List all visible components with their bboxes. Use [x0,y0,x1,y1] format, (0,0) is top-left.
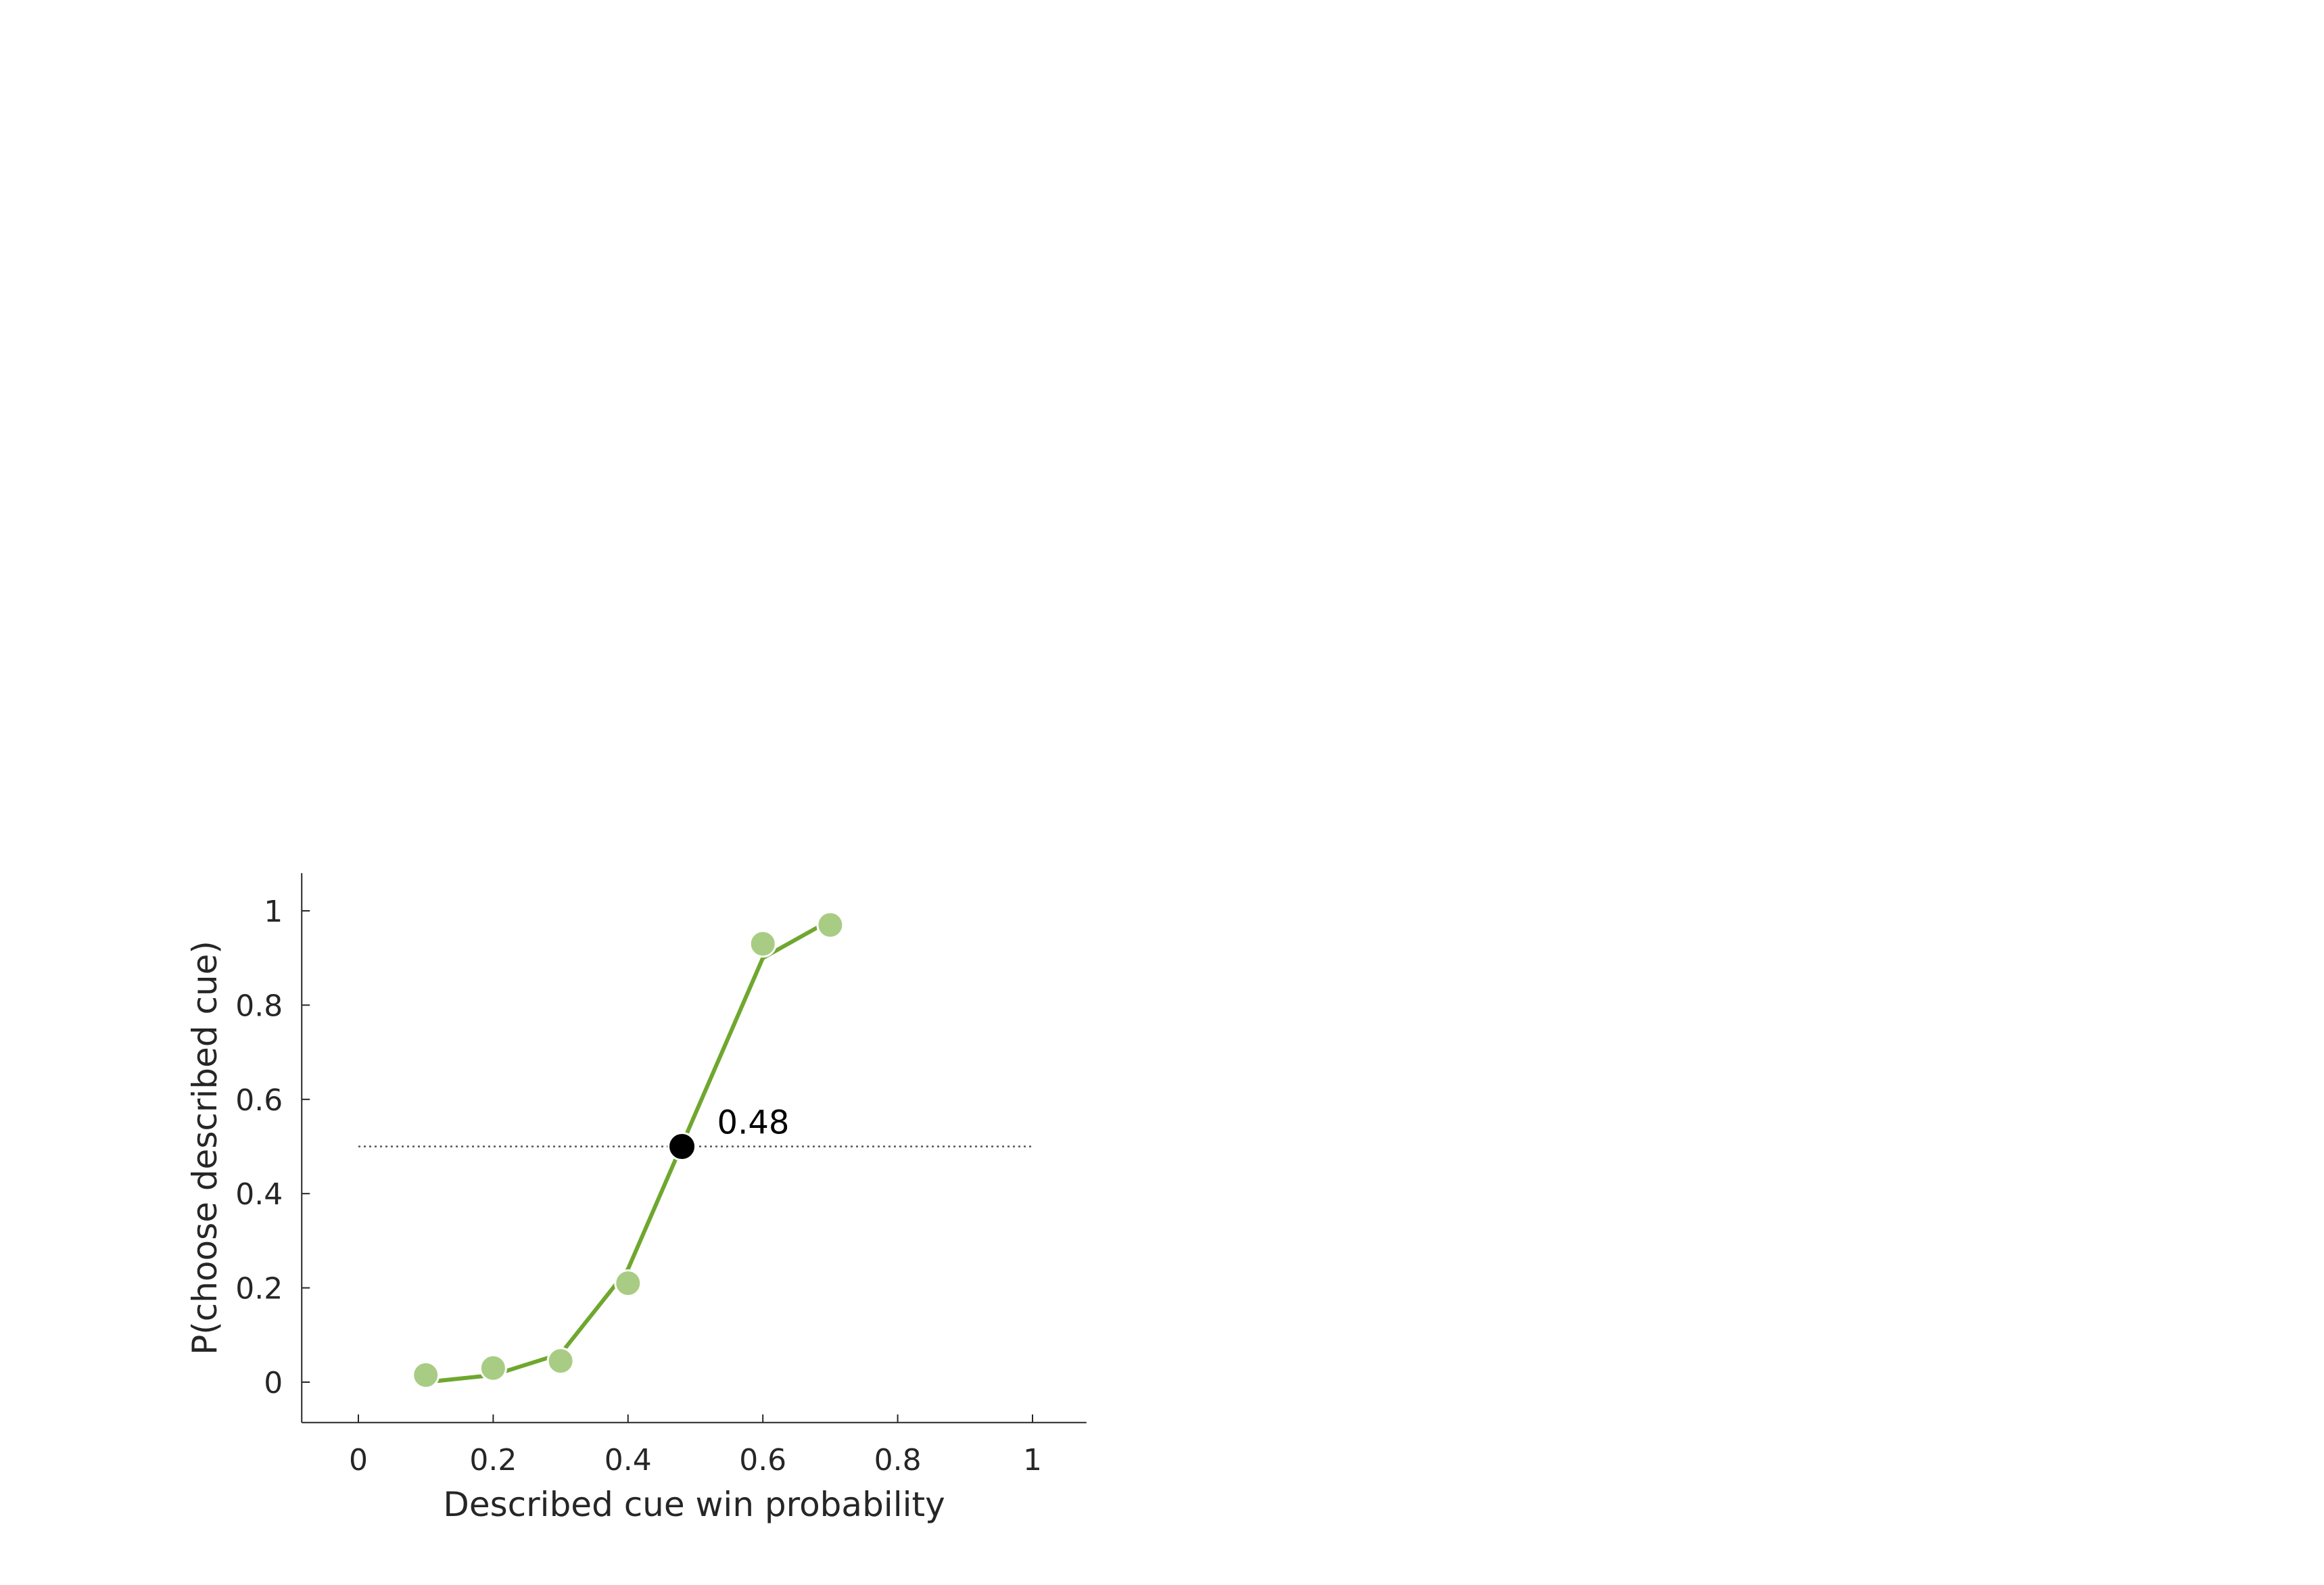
x-tick-label: 1 [1023,1443,1042,1477]
data-point [614,1269,642,1298]
y-tick-label: 0 [264,1366,283,1400]
x-tick-label: 0.2 [469,1443,517,1477]
y-tick-label: 1 [264,895,283,929]
y-tick-label: 0.2 [235,1272,283,1306]
indifference-point [667,1132,697,1161]
x-axis-label: Described cue win probability [443,1485,945,1524]
data-point [546,1347,575,1375]
y-tick-label: 0.4 [235,1177,283,1212]
y-axis-label: P(choose described cue) [185,941,224,1355]
x-tick-label: 0.6 [739,1443,786,1477]
y-tick-label: 0.6 [235,1083,283,1118]
y-tick-label: 0.8 [235,989,283,1023]
data-points [412,911,845,1390]
x-tick-label: 0.8 [874,1443,922,1477]
axes: 0 0.2 0.4 0.6 0.8 1 0 0.2 0.4 0.6 0.8 1 [235,873,1087,1477]
fit-line [423,918,832,1384]
data-point [479,1354,507,1382]
x-tick-label: 0 [349,1443,368,1477]
data-point [412,1361,440,1390]
indifference-label: 0.48 [717,1104,790,1142]
fit-line-group [423,918,832,1384]
data-point [816,911,845,939]
data-point [749,930,777,958]
indifference-marker-group [667,1132,697,1161]
x-tick-label: 0.4 [604,1443,652,1477]
